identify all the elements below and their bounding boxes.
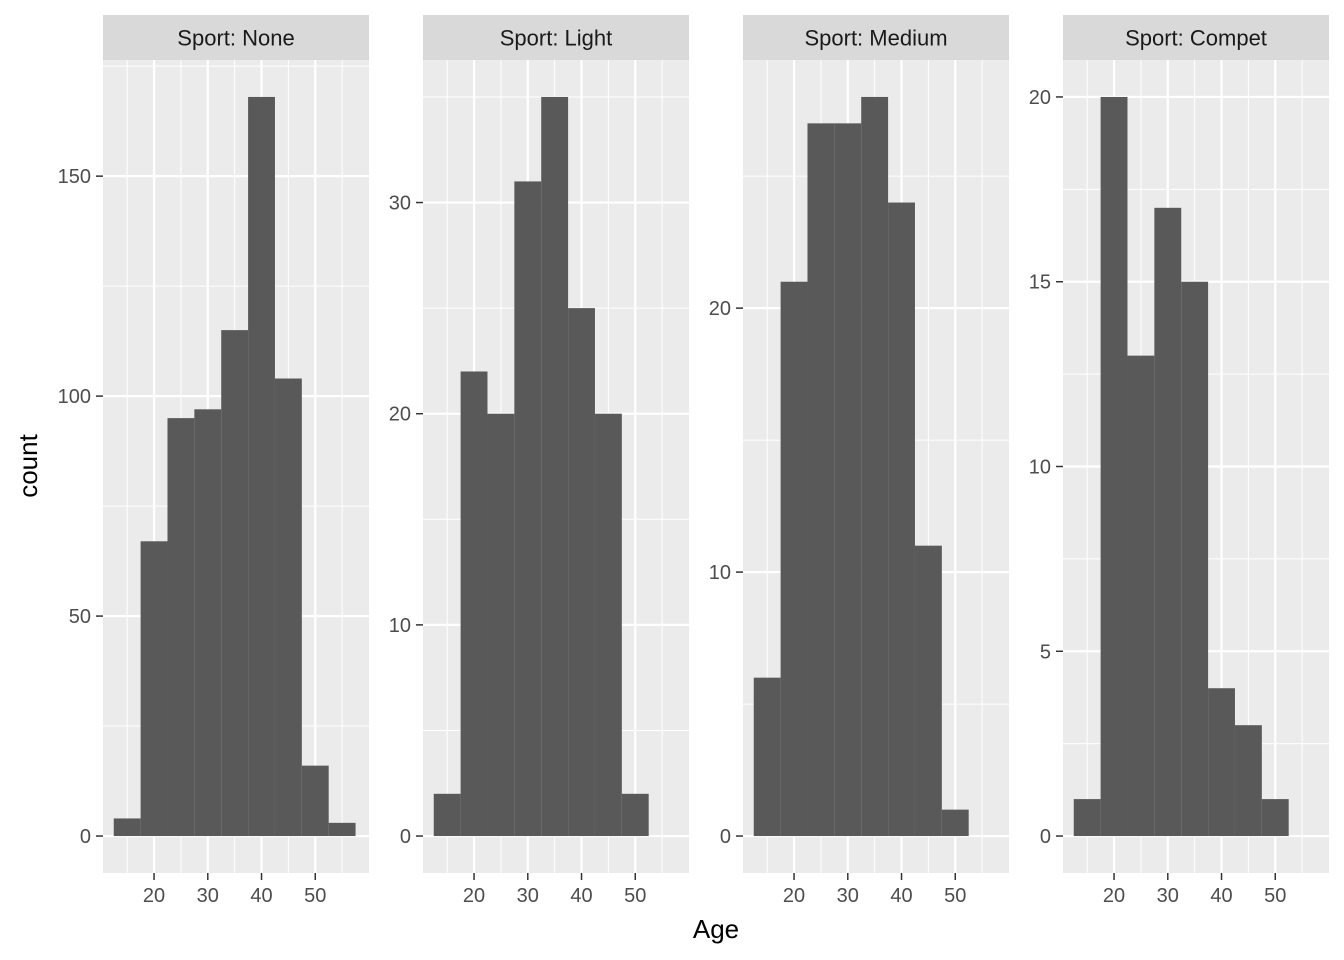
- y-tick-label: 10: [709, 562, 731, 584]
- x-tick-label: 40: [570, 885, 592, 907]
- histogram-bar: [1208, 688, 1235, 837]
- histogram-bar: [1234, 725, 1262, 837]
- histogram-bar: [888, 202, 915, 837]
- histogram-bar: [1100, 96, 1128, 837]
- y-tick-label: 5: [1040, 641, 1051, 663]
- facet-strip: [743, 15, 1009, 60]
- histogram-bar: [568, 308, 595, 837]
- histogram-bar: [1127, 355, 1155, 837]
- histogram-bar: [1154, 207, 1182, 837]
- histogram-bar: [460, 371, 488, 837]
- histogram-bar: [1073, 799, 1101, 837]
- facet-panel: Sport: None 0 50 100 150 20 30 40 50: [58, 15, 369, 907]
- y-tick-label: 10: [389, 615, 411, 637]
- y-tick-label: 100: [58, 386, 91, 408]
- histogram-bar: [1181, 281, 1209, 837]
- x-tick-label: 20: [1103, 885, 1125, 907]
- histogram-bar: [780, 281, 808, 837]
- histogram-bar: [1261, 799, 1289, 837]
- x-tick-label: 50: [1264, 885, 1286, 907]
- x-tick-label: 50: [944, 885, 966, 907]
- histogram-bar: [941, 809, 969, 837]
- facet-strip-label: Sport: Light: [500, 26, 613, 51]
- y-tick-label: 15: [1029, 272, 1051, 294]
- histogram-bar: [541, 96, 569, 837]
- x-axis-title: Age: [693, 914, 739, 944]
- y-tick-label: 0: [1040, 826, 1051, 848]
- histogram-bar: [328, 822, 356, 837]
- histogram-bar: [301, 765, 329, 837]
- facet-panel: Sport: Light 0 10 20 30 20 30 40 50: [389, 15, 689, 907]
- x-tick-label: 50: [304, 885, 326, 907]
- histogram-bar: [514, 181, 542, 837]
- x-tick-label: 30: [837, 885, 859, 907]
- y-tick-label: 50: [69, 606, 91, 628]
- y-tick-label: 150: [58, 166, 91, 188]
- y-tick-label: 30: [389, 193, 411, 215]
- x-tick-label: 40: [250, 885, 272, 907]
- histogram-bar: [433, 793, 461, 837]
- histogram-bar: [914, 545, 942, 837]
- histogram-bar: [274, 378, 302, 837]
- x-tick-label: 50: [624, 885, 646, 907]
- histogram-bar: [861, 96, 889, 837]
- facet-strip-label: Sport: None: [177, 26, 294, 51]
- histogram-bar: [487, 413, 515, 837]
- histogram-bar: [167, 418, 195, 837]
- facet-strip-label: Sport: Compet: [1125, 26, 1267, 51]
- facet-strip-label: Sport: Medium: [804, 26, 947, 51]
- x-tick-label: 40: [1210, 885, 1232, 907]
- y-tick-label: 0: [400, 826, 411, 848]
- y-tick-label: 20: [1029, 87, 1051, 109]
- x-tick-label: 20: [783, 885, 805, 907]
- histogram-bar: [621, 793, 649, 837]
- histogram-bar: [113, 818, 141, 837]
- x-tick-label: 20: [463, 885, 485, 907]
- facet-panel: Sport: Compet 0 5 10 15 20 20 30 40 50: [1029, 15, 1329, 907]
- histogram-bar: [194, 409, 222, 837]
- histogram-bar: [221, 330, 249, 837]
- histogram-bar: [594, 413, 622, 837]
- y-tick-label: 10: [1029, 457, 1051, 479]
- facet-strip: [423, 15, 689, 60]
- y-tick-label: 0: [720, 826, 731, 848]
- facet-strip: [103, 15, 369, 60]
- histogram-bar: [834, 123, 862, 837]
- histogram-bar: [807, 123, 835, 837]
- y-axis-title: count: [13, 433, 43, 497]
- y-tick-label: 20: [389, 404, 411, 426]
- x-tick-label: 30: [197, 885, 219, 907]
- y-tick-label: 20: [709, 298, 731, 320]
- histogram-bar: [140, 541, 168, 837]
- x-tick-label: 20: [143, 885, 165, 907]
- histogram-bar: [753, 677, 781, 837]
- facet-strip: [1063, 15, 1329, 60]
- x-tick-label: 30: [1157, 885, 1179, 907]
- y-tick-label: 0: [80, 826, 91, 848]
- x-tick-label: 30: [517, 885, 539, 907]
- facet-panel: Sport: Medium 0 10 20 20 30 40 50: [709, 15, 1009, 907]
- histogram-bar: [248, 96, 275, 837]
- x-tick-label: 40: [890, 885, 912, 907]
